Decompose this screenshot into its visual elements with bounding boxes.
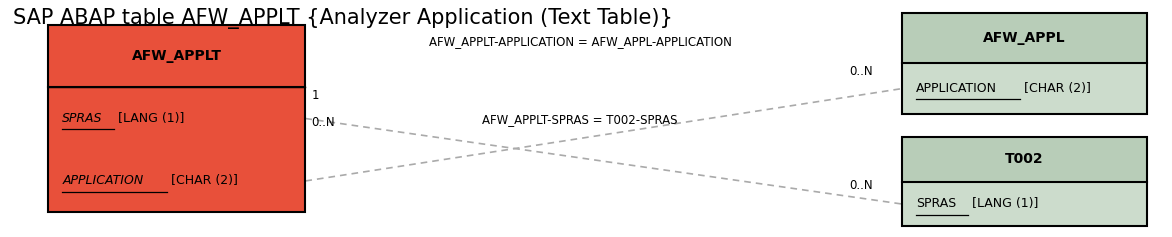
Text: 0..N: 0..N bbox=[849, 179, 872, 192]
Text: SAP ABAP table AFW_APPLT {Analyzer Application (Text Table)}: SAP ABAP table AFW_APPLT {Analyzer Appli… bbox=[13, 9, 673, 29]
Text: 1: 1 bbox=[312, 89, 319, 102]
Text: [CHAR (2)]: [CHAR (2)] bbox=[166, 174, 238, 187]
Text: APPLICATION: APPLICATION bbox=[915, 82, 996, 95]
Text: AFW_APPL: AFW_APPL bbox=[983, 31, 1065, 45]
Bar bbox=[901, 13, 1147, 64]
Text: APPLICATION: APPLICATION bbox=[62, 174, 143, 187]
Text: [CHAR (2)]: [CHAR (2)] bbox=[1020, 82, 1091, 95]
Text: [LANG (1)]: [LANG (1)] bbox=[114, 112, 184, 125]
Bar bbox=[901, 137, 1147, 182]
Text: 0..N: 0..N bbox=[849, 65, 872, 78]
Text: [LANG (1)]: [LANG (1)] bbox=[968, 197, 1038, 210]
Text: SPRAS: SPRAS bbox=[915, 197, 956, 210]
Bar bbox=[48, 87, 306, 150]
Text: T002: T002 bbox=[1006, 152, 1044, 166]
Text: AFW_APPLT: AFW_APPLT bbox=[131, 49, 222, 63]
Bar bbox=[901, 13, 1147, 114]
Bar bbox=[48, 25, 306, 87]
Text: AFW_APPLT-APPLICATION = AFW_APPL-APPLICATION: AFW_APPLT-APPLICATION = AFW_APPL-APPLICA… bbox=[429, 35, 731, 48]
Text: AFW_APPLT-SPRAS = T002-SPRAS: AFW_APPLT-SPRAS = T002-SPRAS bbox=[483, 113, 677, 126]
Bar bbox=[901, 137, 1147, 226]
Bar bbox=[901, 64, 1147, 114]
Text: SPRAS: SPRAS bbox=[62, 112, 103, 125]
Bar bbox=[48, 150, 306, 212]
Bar bbox=[48, 25, 306, 212]
Text: 0..N: 0..N bbox=[312, 115, 335, 128]
Bar bbox=[901, 182, 1147, 226]
